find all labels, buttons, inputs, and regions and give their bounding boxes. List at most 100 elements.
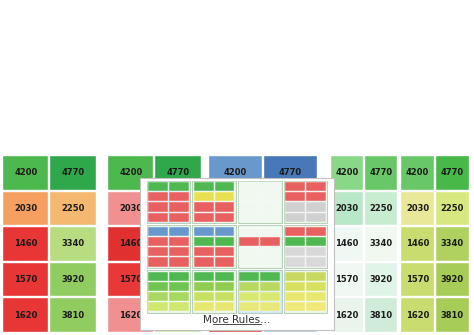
Bar: [2, 191, 48, 225]
Bar: [260, 182, 280, 191]
Bar: [155, 191, 201, 225]
Bar: [208, 191, 262, 225]
Bar: [400, 155, 434, 190]
Bar: [107, 297, 154, 332]
Text: 4770: 4770: [167, 168, 190, 177]
Bar: [169, 227, 189, 236]
Text: 2030: 2030: [14, 204, 37, 213]
Bar: [215, 247, 235, 257]
Bar: [239, 247, 259, 257]
Text: 1620: 1620: [224, 311, 247, 320]
Bar: [239, 258, 259, 267]
Text: 1620: 1620: [406, 311, 429, 320]
Bar: [148, 302, 168, 312]
Bar: [148, 272, 168, 281]
Bar: [239, 213, 259, 222]
Bar: [239, 202, 259, 212]
Bar: [285, 258, 305, 267]
Text: 4770: 4770: [279, 168, 302, 177]
Text: 1460: 1460: [406, 240, 429, 249]
Bar: [306, 202, 326, 212]
Bar: [194, 258, 214, 267]
Text: 3340: 3340: [441, 240, 464, 249]
Bar: [435, 297, 469, 332]
Text: 2030: 2030: [336, 204, 358, 213]
Bar: [285, 202, 305, 212]
Bar: [260, 227, 280, 236]
Bar: [285, 282, 305, 291]
Bar: [192, 181, 236, 223]
Bar: [364, 226, 397, 261]
Bar: [263, 155, 317, 190]
Text: 3810: 3810: [369, 311, 392, 320]
Bar: [148, 237, 168, 246]
Bar: [435, 155, 469, 190]
Bar: [263, 226, 317, 261]
Bar: [194, 237, 214, 246]
Text: More Rules...: More Rules...: [203, 315, 271, 325]
Bar: [306, 292, 326, 301]
Bar: [239, 292, 259, 301]
Text: 3920: 3920: [167, 275, 190, 284]
Bar: [306, 182, 326, 191]
Bar: [169, 192, 189, 201]
Text: 4770: 4770: [62, 168, 85, 177]
Text: 3920: 3920: [279, 275, 302, 284]
Bar: [155, 226, 201, 261]
Bar: [283, 181, 327, 223]
Text: 2030: 2030: [119, 204, 142, 213]
Bar: [169, 247, 189, 257]
Bar: [194, 192, 214, 201]
Bar: [155, 262, 201, 296]
Bar: [330, 226, 363, 261]
Bar: [239, 192, 259, 201]
Bar: [208, 297, 262, 332]
Bar: [208, 262, 262, 296]
Bar: [263, 297, 317, 332]
Bar: [285, 192, 305, 201]
Text: 3810: 3810: [441, 311, 464, 320]
Bar: [215, 182, 235, 191]
Bar: [263, 262, 317, 296]
Bar: [107, 155, 154, 190]
Bar: [260, 247, 280, 257]
Text: 1460: 1460: [335, 240, 359, 249]
Bar: [194, 302, 214, 312]
Bar: [194, 202, 214, 212]
Bar: [192, 225, 236, 268]
Bar: [364, 155, 397, 190]
Text: 3810: 3810: [167, 311, 190, 320]
Bar: [283, 225, 327, 268]
Text: 4200: 4200: [336, 168, 359, 177]
Text: 2250: 2250: [279, 204, 302, 213]
Bar: [364, 262, 397, 296]
Bar: [49, 155, 96, 190]
Bar: [169, 258, 189, 267]
Text: 3340: 3340: [167, 240, 190, 249]
Bar: [285, 227, 305, 236]
Bar: [306, 258, 326, 267]
Bar: [435, 226, 469, 261]
Bar: [169, 202, 189, 212]
Bar: [169, 282, 189, 291]
Text: 1460: 1460: [14, 240, 37, 249]
Bar: [306, 227, 326, 236]
Text: 3340: 3340: [279, 240, 302, 249]
Bar: [208, 155, 262, 190]
Bar: [49, 262, 96, 296]
Bar: [260, 302, 280, 312]
Text: 4770: 4770: [441, 168, 464, 177]
Bar: [215, 302, 235, 312]
Bar: [194, 292, 214, 301]
Bar: [285, 213, 305, 222]
Bar: [147, 270, 191, 313]
Bar: [260, 237, 280, 246]
Bar: [285, 182, 305, 191]
Bar: [169, 272, 189, 281]
Bar: [238, 225, 282, 268]
Text: 4200: 4200: [406, 168, 429, 177]
Bar: [260, 272, 280, 281]
Bar: [263, 191, 317, 225]
Bar: [194, 182, 214, 191]
Text: 3810: 3810: [279, 311, 302, 320]
